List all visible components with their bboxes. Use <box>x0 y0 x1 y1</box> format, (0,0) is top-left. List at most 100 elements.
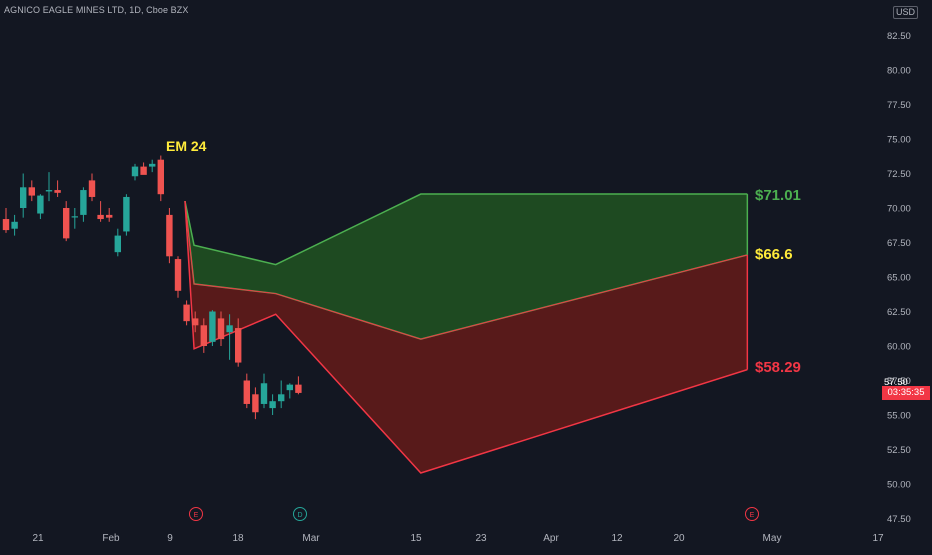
time-axis-label: 18 <box>232 533 244 544</box>
mid-lower-line <box>184 201 748 340</box>
price-axis-label: 55.00 <box>887 411 911 422</box>
candle <box>63 201 70 242</box>
candle-body <box>140 166 147 175</box>
time-axis[interactable]: 21 Feb 9 18 Mar 15 23 Apr 12 20 May 17 <box>32 533 884 544</box>
candle <box>243 373 250 409</box>
time-axis-label: 17 <box>872 533 884 544</box>
countdown-label: 03:35:35 <box>887 387 925 398</box>
candle <box>123 194 130 236</box>
candle-body <box>252 394 259 413</box>
candle-body <box>97 214 104 220</box>
candle <box>183 300 190 326</box>
candle <box>28 180 35 202</box>
candle-body <box>192 318 199 326</box>
candle-body <box>278 394 285 402</box>
upper-band-line <box>184 193 748 266</box>
candle <box>166 208 173 264</box>
earnings-marker: E <box>745 507 759 521</box>
time-axis-label: 12 <box>611 533 623 544</box>
price-axis-label: 50.00 <box>887 480 911 491</box>
candle-body <box>226 325 233 333</box>
price-axis-label: 52.50 <box>887 445 911 456</box>
currency-badge[interactable]: USD <box>893 6 919 19</box>
candle-body <box>54 190 61 193</box>
candle <box>2 208 10 233</box>
candle <box>269 394 276 415</box>
earnings-marker-label: E <box>750 512 755 519</box>
candle <box>71 208 78 229</box>
time-axis-label: 15 <box>410 533 422 544</box>
candle <box>200 318 207 353</box>
candle <box>140 162 147 175</box>
upper-price-label: $71.01 <box>755 187 801 204</box>
candle-body <box>114 235 121 253</box>
current-price-label: 57.50 <box>884 377 908 388</box>
time-axis-label: Feb <box>102 533 120 544</box>
candle-body <box>235 328 242 363</box>
earnings-marker-ring <box>189 507 203 521</box>
price-axis-label: 57.50 <box>887 376 911 387</box>
candle-body <box>63 208 70 239</box>
dividend-marker-label: D <box>297 512 302 519</box>
candle-body <box>88 180 96 197</box>
candle <box>226 314 233 360</box>
dividend-marker-ring <box>293 507 307 521</box>
time-axis-label: May <box>763 533 782 544</box>
candle <box>174 256 182 298</box>
expected-move-bands <box>184 193 749 474</box>
price-axis-label: 80.00 <box>887 66 911 77</box>
candle <box>235 318 242 367</box>
candle-body <box>183 304 190 322</box>
symbol-title: AGNICO EAGLE MINES LTD, 1D, Cboe BZX <box>4 5 189 15</box>
candle-body <box>200 325 207 346</box>
candle-body <box>11 221 18 229</box>
candle-body <box>209 311 216 342</box>
em-label: EM 24 <box>166 138 207 154</box>
candle <box>45 172 53 202</box>
price-axis-label: 72.50 <box>887 169 911 180</box>
earnings-marker-label: E <box>194 512 199 519</box>
price-axis-label: 70.00 <box>887 204 911 215</box>
price-axis-label: 82.50 <box>887 31 911 42</box>
earnings-marker: E <box>189 507 203 521</box>
candle <box>131 163 139 181</box>
price-axis-label: 75.00 <box>887 135 911 146</box>
candle <box>157 155 164 202</box>
candle-body <box>28 187 35 196</box>
candle <box>209 310 216 346</box>
lower-band-line <box>184 201 748 474</box>
candle <box>252 387 259 420</box>
lower-band-fill <box>185 201 748 473</box>
candle <box>149 159 156 173</box>
upper-band-fill <box>185 194 748 340</box>
candle <box>286 383 293 399</box>
time-axis-label: 20 <box>673 533 685 544</box>
dividend-marker: D <box>293 507 307 521</box>
candle <box>260 373 268 409</box>
candle-body <box>149 163 156 167</box>
time-axis-label: 9 <box>167 533 173 544</box>
candle-body <box>243 380 250 404</box>
price-axis-label: 67.50 <box>887 238 911 249</box>
time-axis-label: Apr <box>543 533 559 544</box>
time-axis-label: 23 <box>475 533 487 544</box>
candle <box>20 173 27 218</box>
price-axis[interactable]: 82.50 80.00 77.50 75.00 72.50 70.00 67.50 65.00… <box>884 31 911 525</box>
candle <box>97 201 104 222</box>
candle-body <box>260 383 268 404</box>
time-axis-label: 21 <box>32 533 44 544</box>
earnings-marker-ring <box>745 507 759 521</box>
candle-body <box>131 166 139 177</box>
candle-body <box>286 384 293 391</box>
price-axis-label: 65.00 <box>887 273 911 284</box>
candle <box>192 311 199 333</box>
time-axis-label: Mar <box>302 533 320 544</box>
candle <box>217 311 225 346</box>
candle-body <box>71 216 78 218</box>
candle-body <box>157 159 164 195</box>
annotations: EM 24 $71.01 $66.6 $58.29 <box>166 138 801 376</box>
candle <box>278 380 285 409</box>
candle-body <box>295 384 302 393</box>
